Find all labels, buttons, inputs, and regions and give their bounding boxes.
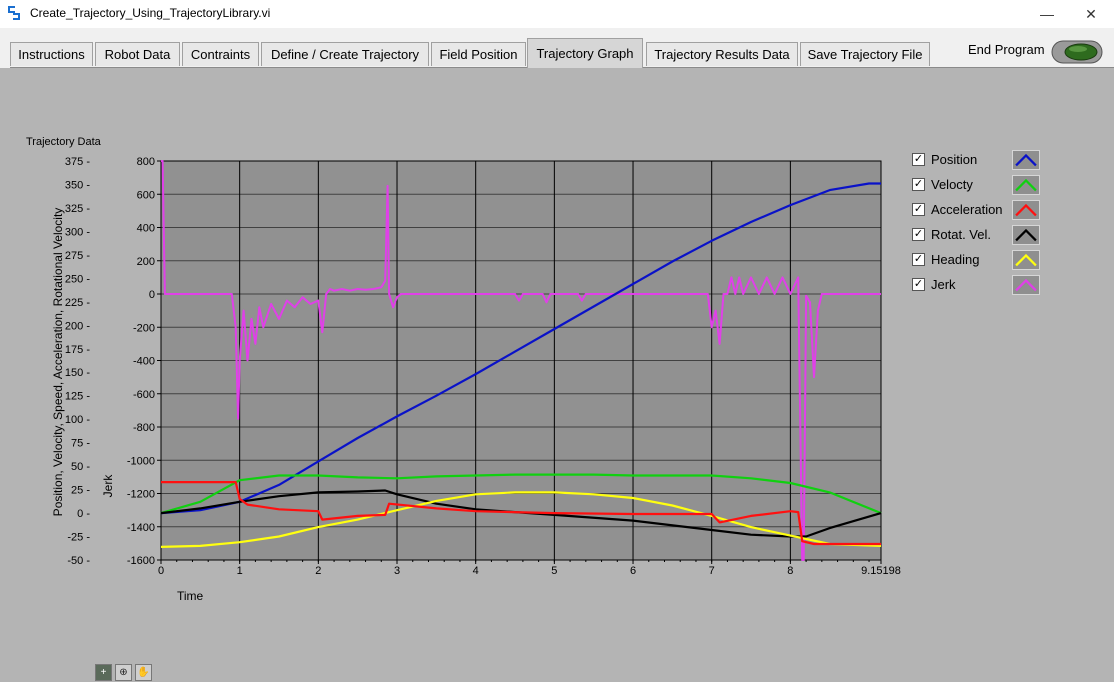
y-left-tick-label: 0 -: [77, 508, 90, 520]
x-tick-label: 9.15198: [861, 565, 901, 577]
x-tick-label: 2: [315, 565, 321, 577]
y-left-tick-label: 150 -: [65, 367, 90, 379]
minimize-button[interactable]: —: [1040, 6, 1054, 22]
position-swatch-icon[interactable]: [1012, 150, 1040, 170]
y-left-tick-label: -50 -: [67, 555, 90, 567]
y-left-tick-label: -25 -: [67, 532, 90, 544]
chart-title: Trajectory Data: [26, 136, 102, 148]
rotat-vel-swatch-icon[interactable]: [1012, 225, 1040, 245]
y-axis-label-right: Jerk: [101, 474, 115, 498]
y-left-tick-label: 350 -: [65, 179, 90, 191]
tab-field-position[interactable]: Field Position: [431, 42, 526, 66]
tab-instructions[interactable]: Instructions: [10, 42, 93, 66]
series-line-position: [160, 182, 881, 515]
y-right-tick-label: -1000: [127, 455, 155, 467]
jerk-swatch-icon[interactable]: [1012, 275, 1040, 295]
checkbox-icon[interactable]: ✓: [912, 278, 925, 291]
tab-define-create-trajectory[interactable]: Define / Create Trajectory: [261, 42, 429, 66]
y-right-tick-label: -800: [133, 422, 155, 434]
checkbox-icon[interactable]: ✓: [912, 253, 925, 266]
cursor-tool-icon[interactable]: +: [95, 664, 112, 681]
y-axis-label-left: Position, Velocity, Speed, Acceleration,…: [51, 208, 65, 517]
legend-label: Rotat. Vel.: [931, 227, 991, 242]
x-tick-label: 4: [473, 565, 479, 577]
y-left-tick-label: 275 -: [65, 250, 90, 262]
zoom-tool-icon[interactable]: ⊕: [115, 664, 132, 681]
tab-strip: Instructions Robot Data Contraints Defin…: [0, 28, 1114, 68]
tab-contraints[interactable]: Contraints: [182, 42, 259, 66]
y-left-tick-label: 225 -: [65, 297, 90, 309]
tab-trajectory-graph[interactable]: Trajectory Graph: [527, 38, 643, 68]
y-left-tick-label: 200 -: [65, 320, 90, 332]
velocty-swatch-icon[interactable]: [1012, 175, 1040, 195]
tab-robot-data[interactable]: Robot Data: [95, 42, 180, 66]
acceleration-swatch-icon[interactable]: [1012, 200, 1040, 220]
y-right-tick-label: -200: [133, 322, 155, 334]
y-left-tick-label: 175 -: [65, 344, 90, 356]
y-left-tick-label: 75 -: [71, 438, 90, 450]
window-title: Create_Trajectory_Using_TrajectoryLibrar…: [30, 6, 271, 20]
pan-tool-icon[interactable]: ✋: [135, 664, 152, 681]
y-right-tick-label: -1400: [127, 522, 155, 534]
legend-item-rotat-vel[interactable]: ✓ Rotat. Vel.: [912, 225, 1052, 248]
y-right-tick-label: 400: [137, 223, 155, 235]
y-right-tick-label: -1600: [127, 555, 155, 567]
checkbox-icon[interactable]: ✓: [912, 228, 925, 241]
legend-item-jerk[interactable]: ✓ Jerk: [912, 275, 1052, 298]
plot-border: [160, 160, 882, 561]
y-right-tick-label: -1200: [127, 489, 155, 501]
y-left-tick-label: 100 -: [65, 414, 90, 426]
x-tick-label: 6: [630, 565, 636, 577]
trajectory-chart[interactable]: 0 1 2 3 4 5 6 7 8 9.15198 800 600 400 200 0 -200 -400 -60…: [10, 68, 1114, 659]
end-program-label: End Program: [968, 42, 1045, 57]
tab-trajectory-results-data[interactable]: Trajectory Results Data: [646, 42, 798, 66]
trajectory-graph-panel: 0 1 2 3 4 5 6 7 8 9.15198 800 600 400 200 0 -200 -400 -60…: [10, 67, 1114, 681]
maximize-button[interactable]: [1026, 0, 1072, 28]
checkbox-icon[interactable]: ✓: [912, 203, 925, 216]
legend-item-velocty[interactable]: ✓ Velocty: [912, 175, 1052, 198]
y-left-tick-label: 300 -: [65, 226, 90, 238]
legend-label: Jerk: [931, 277, 956, 292]
series-line-acceleration: [161, 481, 881, 546]
y-right-tick-label: 0: [149, 289, 155, 301]
y-right-tick-label: 800: [137, 156, 155, 168]
y-left-tick-label: 325 -: [65, 203, 90, 215]
y-right-tick-label: 600: [137, 189, 155, 201]
y-left-tick-label: 50 -: [71, 461, 90, 473]
y-left-tick-label: 250 -: [65, 273, 90, 285]
close-button[interactable]: ✕: [1085, 5, 1097, 22]
x-tick-label: 1: [237, 565, 243, 577]
legend-label: Velocty: [931, 177, 973, 192]
x-axis-label: Time: [177, 589, 204, 603]
legend-item-acceleration[interactable]: ✓ Acceleration: [912, 200, 1052, 223]
heading-swatch-icon[interactable]: [1012, 250, 1040, 270]
x-tick-label: 3: [394, 565, 400, 577]
series-line-velocty: [160, 473, 882, 515]
y-right-tick-label: 200: [137, 256, 155, 268]
x-tick-label: 5: [551, 565, 557, 577]
tab-save-trajectory-file[interactable]: Save Trajectory File: [800, 42, 930, 66]
legend-label: Position: [931, 152, 978, 167]
legend-item-heading[interactable]: ✓ Heading: [912, 250, 1052, 273]
x-tick-label: 7: [709, 565, 715, 577]
legend-label: Heading: [931, 252, 980, 267]
series-line-heading: [160, 491, 882, 548]
y-right-tick-label: -600: [133, 389, 155, 401]
labview-app-icon: [8, 6, 20, 20]
legend-item-position[interactable]: ✓ Position: [912, 150, 1052, 173]
checkbox-icon[interactable]: ✓: [912, 153, 925, 166]
x-tick-label: 8: [787, 565, 793, 577]
y-left-tick-label: 25 -: [71, 485, 90, 497]
end-program-button[interactable]: [1051, 40, 1103, 64]
checkbox-icon[interactable]: ✓: [912, 178, 925, 191]
series-line-jerk: [161, 160, 881, 561]
y-left-tick-label: 375 -: [65, 156, 90, 168]
legend-label: Acceleration: [931, 202, 1003, 217]
y-right-tick-label: -400: [133, 356, 155, 368]
title-bar: Create_Trajectory_Using_TrajectoryLibrar…: [0, 0, 1114, 28]
x-tick-label: 0: [158, 565, 164, 577]
y-left-tick-label: 125 -: [65, 391, 90, 403]
